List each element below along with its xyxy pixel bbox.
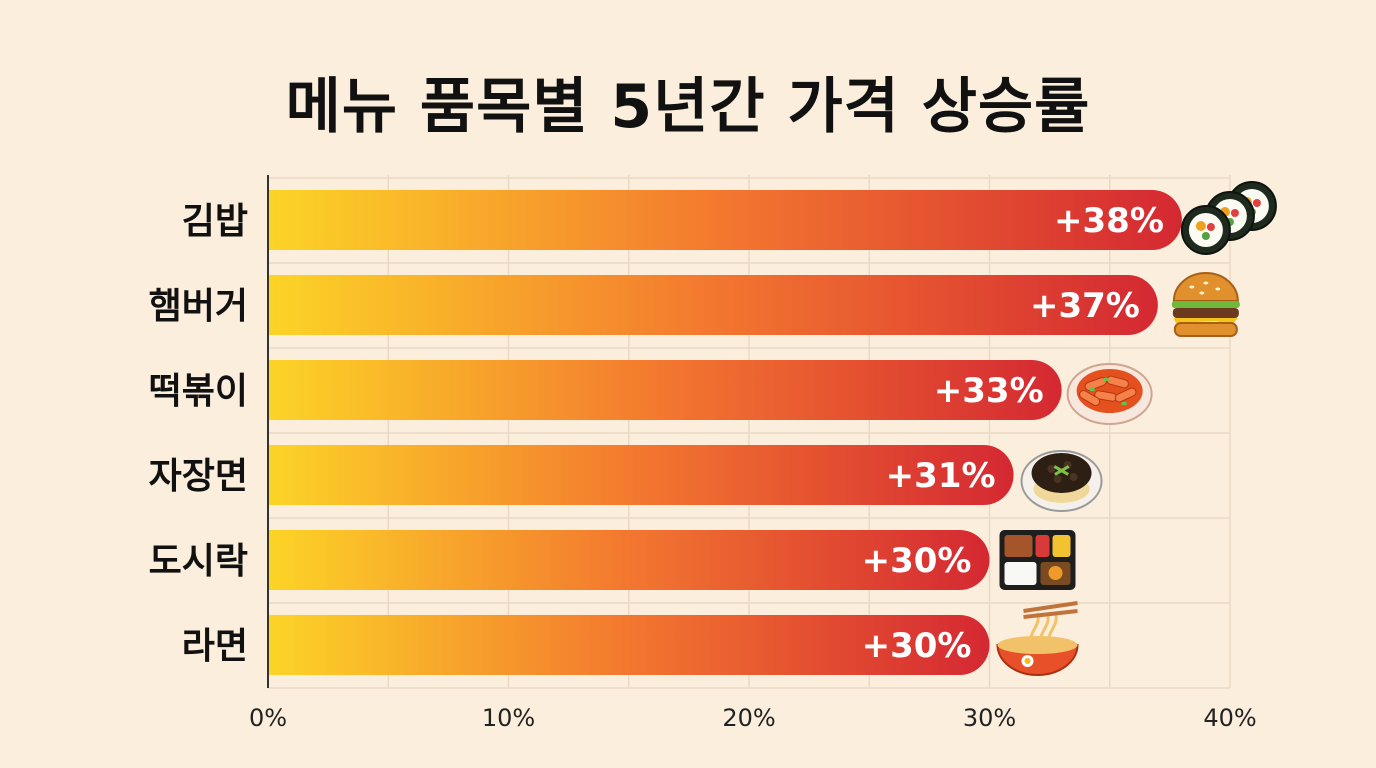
bar-group: 도시락 +30% <box>149 530 990 590</box>
food-icons <box>996 181 1277 676</box>
bar-group: 김밥 +38% <box>182 190 1182 251</box>
bar-group: 자장면 +31% <box>149 445 1014 505</box>
bar <box>268 275 1158 335</box>
bar <box>268 615 990 675</box>
grid <box>267 175 1231 689</box>
bar-group: 떡볶이 +33% <box>149 360 1062 420</box>
value-label: +33% <box>934 371 1044 411</box>
x-tick-label: 20% <box>722 704 775 732</box>
gimbap-icon <box>1180 181 1277 255</box>
value-label: +30% <box>862 541 972 581</box>
bar-group: 라면 +30% <box>182 615 990 675</box>
ramen-icon <box>996 601 1079 676</box>
category-label: 라면 <box>182 626 248 667</box>
tteokbokki-icon <box>1066 363 1153 425</box>
category-label: 김밥 <box>182 201 248 242</box>
bar <box>268 190 1182 251</box>
category-label: 떡볶이 <box>149 371 248 412</box>
value-label: +38% <box>1054 201 1164 241</box>
jajangmyeon-icon <box>1020 450 1103 512</box>
dosirak-icon <box>999 530 1076 590</box>
x-tick-label: 10% <box>482 704 535 732</box>
x-tick-label: 0% <box>249 704 287 732</box>
category-label: 도시락 <box>149 541 248 582</box>
chart-title: 메뉴 품목별 5년간 가격 상승률 <box>285 72 1091 142</box>
bar <box>268 360 1062 420</box>
value-label: +31% <box>886 456 996 496</box>
bar <box>268 445 1014 505</box>
bar <box>268 530 990 590</box>
bars: 김밥 +38% 햄버거 +37% 떡볶이 +33% 자장면 +31% 도시락 +30% 라면 +30% <box>149 190 1182 675</box>
x-tick-label: 40% <box>1203 704 1256 732</box>
category-label: 햄버거 <box>149 286 248 327</box>
category-label: 자장면 <box>149 456 248 497</box>
bar-group: 햄버거 +37% <box>149 275 1158 335</box>
hamburger-icon <box>1171 272 1240 337</box>
value-label: +37% <box>1030 286 1140 326</box>
x-tick-label: 30% <box>963 704 1016 732</box>
value-label: +30% <box>862 626 972 666</box>
axis: 0% 10% 20% 30% 40% <box>249 175 1257 732</box>
